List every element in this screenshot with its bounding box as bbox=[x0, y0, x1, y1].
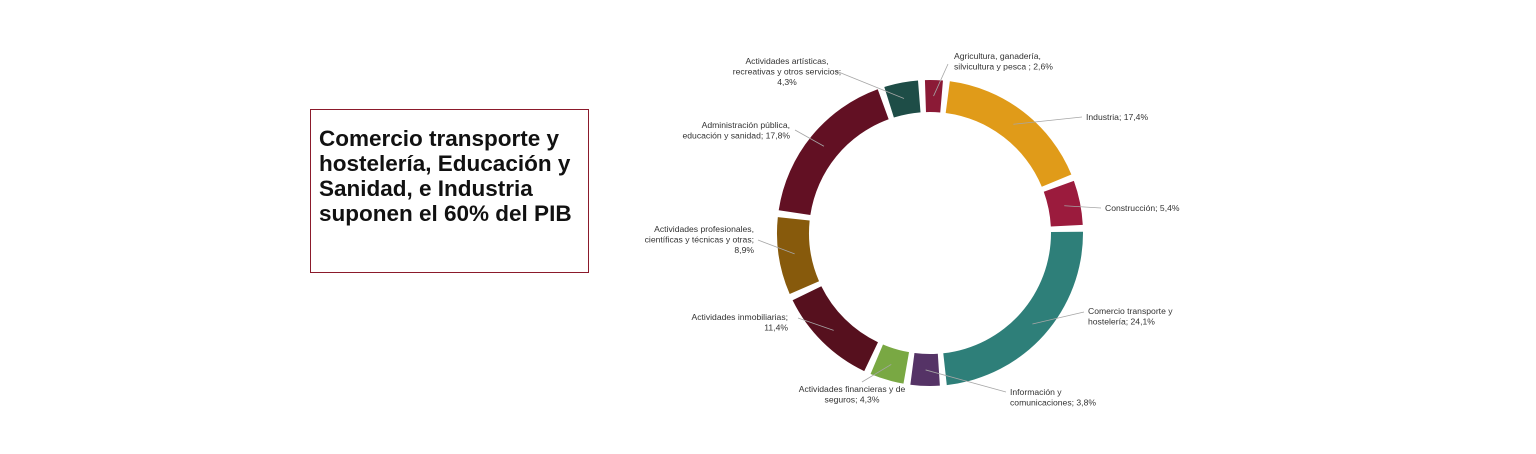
slice-label-line: Industria; 17,4% bbox=[1086, 112, 1148, 122]
leader-line-7 bbox=[757, 239, 795, 255]
slice-label-line: Construcción; 5,4% bbox=[1105, 203, 1180, 213]
slice-label-line: 4,3% bbox=[777, 77, 797, 87]
slice-label-6: Actividades inmobiliarias; 11,4% bbox=[692, 312, 789, 333]
slice-label-4: Información y comunicaciones; 3,8% bbox=[1010, 387, 1096, 408]
donut-slice-4 bbox=[910, 353, 940, 386]
donut-slice-0 bbox=[924, 79, 943, 113]
slice-label-line: Actividades profesionales, bbox=[654, 224, 754, 234]
donut-slice-9 bbox=[884, 80, 921, 118]
donut-slice-8 bbox=[778, 89, 889, 216]
leader-lines bbox=[757, 63, 1102, 393]
slice-label-line: 8,9% bbox=[734, 245, 754, 255]
leader-line-9 bbox=[835, 70, 905, 99]
donut-slice-2 bbox=[1043, 180, 1083, 227]
slice-label-7: Actividades profesionales, científicas y … bbox=[645, 224, 755, 255]
slice-label-line: Actividades financieras y de bbox=[799, 384, 906, 394]
slice-label-line: 11,4% bbox=[764, 323, 788, 333]
slice-label-8: Administración pública, educación y sanid… bbox=[683, 120, 791, 141]
headline: Comercio transporte y hostelería, Educac… bbox=[319, 126, 572, 226]
slice-label-0: Agricultura, ganadería, silvicultura y pe… bbox=[954, 51, 1053, 72]
donut-slice-3 bbox=[943, 231, 1084, 386]
slice-label-1: Industria; 17,4% bbox=[1086, 112, 1148, 122]
leader-line-1 bbox=[1013, 116, 1083, 125]
slice-label-line: Comercio transporte y bbox=[1088, 306, 1173, 316]
donut-slice-5 bbox=[870, 344, 910, 384]
slice-label-line: hostelería; 24,1% bbox=[1088, 317, 1155, 327]
slice-label-line: comunicaciones; 3,8% bbox=[1010, 398, 1096, 408]
leader-line-8 bbox=[794, 129, 825, 147]
donut-slices bbox=[776, 79, 1084, 386]
slice-label-2: Construcción; 5,4% bbox=[1105, 203, 1180, 213]
slice-label-line: silvicultura y pesca ; 2,6% bbox=[954, 62, 1053, 72]
slice-label-3: Comercio transporte y hostelería; 24,1% bbox=[1088, 306, 1173, 327]
slice-label-line: Información y bbox=[1010, 387, 1062, 397]
slice-labels: Agricultura, ganadería, silvicultura y pe… bbox=[645, 51, 1180, 408]
slice-label-line: Administración pública, bbox=[702, 120, 790, 130]
donut-slice-7 bbox=[776, 217, 820, 295]
slice-label-line: recreativas y otros servicios; bbox=[733, 67, 841, 77]
slice-label-5: Actividades financieras y de seguros; 4,3… bbox=[799, 384, 906, 405]
slice-label-line: Actividades artísticas, bbox=[745, 56, 828, 66]
slice-label-9: Actividades artísticas, recreativas y otr… bbox=[733, 56, 841, 87]
donut-slice-6 bbox=[792, 286, 878, 372]
slice-label-line: científicas y técnicas y otras; bbox=[645, 235, 754, 245]
donut-chart: Agricultura, ganadería, silvicultura y pe… bbox=[645, 51, 1180, 408]
leader-line-0 bbox=[933, 63, 949, 97]
leader-line-5 bbox=[861, 364, 892, 383]
leader-line-6 bbox=[797, 317, 834, 331]
leader-line-3 bbox=[1032, 311, 1085, 325]
slice-label-line: Agricultura, ganadería, bbox=[954, 51, 1041, 61]
leader-line-2 bbox=[1064, 205, 1102, 209]
headline-box: Comercio transporte y hostelería, Educac… bbox=[310, 109, 589, 273]
leader-line-4 bbox=[925, 369, 1007, 393]
donut-slice-1 bbox=[945, 81, 1072, 187]
slice-label-line: seguros; 4,3% bbox=[825, 395, 880, 405]
slice-label-line: Actividades inmobiliarias; bbox=[692, 312, 788, 322]
slice-label-line: educación y sanidad; 17,8% bbox=[683, 131, 791, 141]
